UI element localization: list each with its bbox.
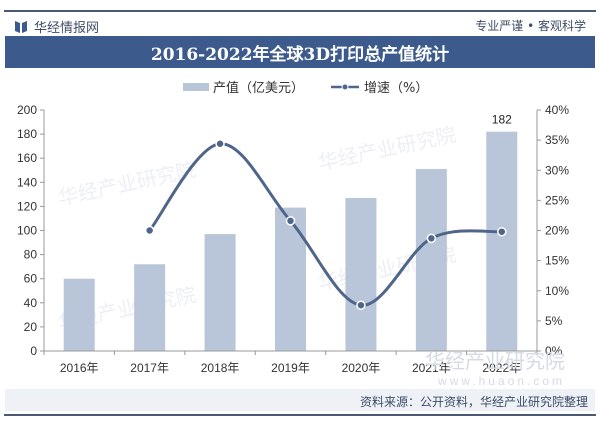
y2-tick-label: 30%	[545, 163, 569, 177]
y-tick-label: 100	[17, 224, 37, 238]
brand-name: 华经情报网	[34, 21, 100, 36]
watermark: 华经产业研究院 华经产业研究院 华经产业研究院 华经产业研究院	[56, 123, 458, 335]
bar	[134, 264, 166, 351]
slogan: 专业严谨 • 客观科学	[475, 19, 586, 33]
line-swatch-icon	[331, 83, 360, 90]
y-tick-label: 120	[17, 199, 37, 213]
footer-band	[5, 389, 595, 411]
x-tick-label: 2016年	[60, 361, 99, 375]
svg-text:华经产业研究院: 华经产业研究院	[56, 158, 198, 210]
y-tick-label: 140	[17, 175, 37, 189]
x-axis-labels: 2016年 2017年 2018年 2019年 2020年 2021年 2022年	[60, 361, 521, 375]
bar-series	[63, 131, 518, 351]
y2-tick-label: 25%	[545, 193, 569, 207]
y-tick-label: 200	[17, 103, 37, 117]
x-tick-label: 2020年	[342, 361, 381, 375]
y2-tick-label: 5%	[545, 314, 563, 328]
line-point	[215, 138, 225, 149]
brand-logo-icon	[15, 20, 27, 33]
y-tick-label: 0	[30, 344, 37, 358]
legend-item-output: 产值（亿美元）	[183, 77, 304, 96]
bar	[275, 207, 306, 351]
y-tick-label: 20	[24, 320, 38, 334]
source-note: 资料来源：公开资料，华经产业研究院整理	[359, 395, 588, 409]
legend-label-output: 产值（亿美元）	[213, 81, 305, 96]
x-tick-label: 2017年	[130, 361, 169, 375]
y2-tick-label: 20%	[545, 224, 569, 238]
x-tick-label: 2021年	[412, 361, 451, 375]
y-tick-label: 180	[17, 127, 37, 141]
watermark-url: www.huaon.com	[437, 374, 565, 388]
x-tick-label: 2022年	[482, 361, 521, 375]
bar	[486, 131, 518, 351]
y2-tick-label: 15%	[545, 254, 569, 268]
y-tick-label: 40	[24, 296, 38, 310]
y2-tick-label: 35%	[545, 133, 569, 147]
data-labels: 182	[492, 113, 512, 127]
legend-item-growth: 增速（%）	[330, 77, 428, 96]
legend-label-growth: 增速（%）	[364, 81, 429, 96]
brand: 华经情报网	[14, 17, 99, 36]
line-point	[285, 216, 296, 226]
bottom-divider	[4, 414, 596, 416]
y-tick-label: 60	[24, 272, 38, 286]
line-point	[356, 300, 366, 310]
line-point	[144, 225, 155, 236]
top-divider	[4, 10, 596, 12]
x-tick-label: 2019年	[271, 361, 310, 375]
svg-text:华经产业研究院: 华经产业研究院	[316, 123, 458, 175]
y-tick-label: 80	[24, 248, 38, 262]
legend: 产值（亿美元） 增速（%）	[183, 77, 428, 96]
y2-tick-label: 40%	[545, 103, 569, 117]
bar	[345, 197, 377, 351]
watermark-corner: 华经产业研究院	[425, 350, 565, 373]
bar-swatch-icon	[183, 82, 209, 91]
line-point	[497, 226, 507, 237]
bar	[63, 278, 95, 351]
y-tick-label: 160	[17, 151, 37, 165]
line-point	[426, 233, 437, 244]
bar	[415, 169, 447, 351]
chart-title: 2016-2022年全球3D打印总产值统计	[5, 36, 595, 68]
axes: 0 20 40 60 80 100 120 140 160 180 200 0% 5% 10% 15% 20%…	[17, 103, 569, 358]
y2-tick-label: 10%	[545, 284, 569, 298]
bar-value-label: 182	[492, 113, 512, 127]
y2-tick-label: 0%	[545, 344, 563, 358]
x-tick-label: 2018年	[201, 361, 240, 375]
bar	[204, 234, 236, 351]
line-series	[144, 138, 507, 310]
